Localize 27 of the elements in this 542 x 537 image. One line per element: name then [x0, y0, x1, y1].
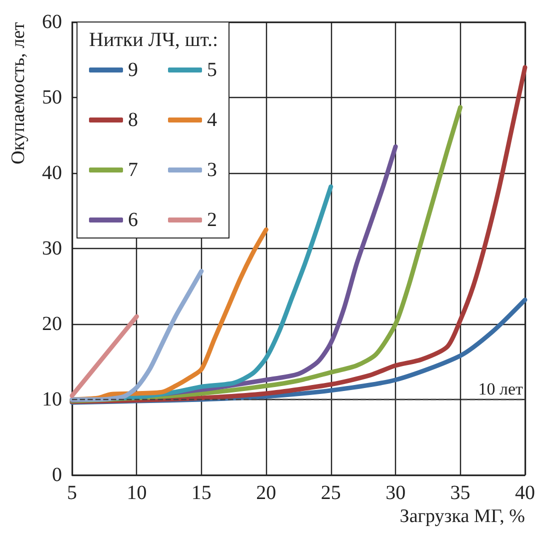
x-tick-label: 20 — [256, 482, 276, 504]
y-tick-label: 40 — [42, 162, 62, 184]
y-tick-label: 50 — [42, 86, 62, 108]
legend-label: 5 — [207, 59, 217, 81]
legend-title: Нитки ЛЧ, шт.: — [89, 29, 218, 51]
x-axis-title: Загрузка МГ, % — [400, 506, 526, 527]
legend-label: 8 — [128, 109, 138, 131]
x-tick-label: 40 — [515, 482, 535, 504]
y-tick-label: 20 — [42, 313, 62, 335]
x-tick-label: 15 — [191, 482, 212, 504]
x-tick-label: 25 — [320, 482, 341, 504]
legend-label: 6 — [128, 209, 138, 231]
y-tick-label: 10 — [42, 388, 62, 410]
y-axis-title: Окупаемость, лет — [8, 21, 29, 164]
legend-label: 3 — [207, 159, 217, 181]
x-tick-label: 5 — [67, 482, 77, 504]
legend-label: 2 — [207, 209, 217, 231]
legend-label: 7 — [128, 159, 138, 181]
legend-label: 9 — [128, 59, 138, 81]
y-tick-label: 60 — [42, 11, 62, 33]
x-tick-label: 35 — [450, 482, 470, 504]
x-tick-label: 30 — [386, 482, 406, 504]
ref-line-label: 10 лет — [478, 380, 524, 398]
x-tick-label: 10 — [126, 482, 147, 504]
y-tick-label: 30 — [42, 238, 62, 260]
legend-label: 4 — [207, 109, 217, 131]
y-tick-label: 0 — [52, 464, 62, 486]
